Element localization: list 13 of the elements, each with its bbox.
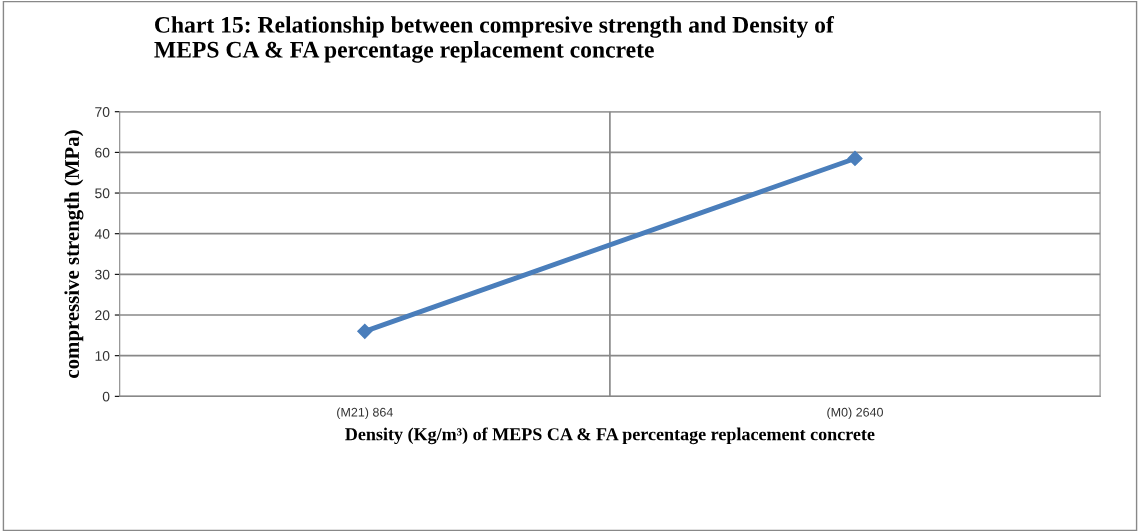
y-axis-title: compressive strength (MPa)	[64, 130, 84, 378]
y-tick-label: 30	[95, 269, 110, 280]
x-tick-label: (M0) 2640	[827, 407, 883, 420]
y-tick-label: 40	[94, 229, 110, 239]
y-tick-label: 0	[102, 391, 110, 402]
x-tick-label: (M21) 864	[337, 407, 393, 420]
y-tick-label: 20	[95, 310, 110, 321]
y-tick-label: 60	[95, 147, 110, 158]
y-tick-label: 70	[95, 107, 110, 117]
chart-title: Chart 15: Relationship between compresive strength and Density of MEPS CA & FA percentage replacement concrete	[154, 15, 835, 63]
y-tick-label: 10	[95, 351, 110, 361]
x-axis-title: Density (Kg/m³) of MEPS CA & FA percentage replacement concrete	[345, 427, 875, 445]
y-tick-label: 50	[95, 188, 110, 199]
